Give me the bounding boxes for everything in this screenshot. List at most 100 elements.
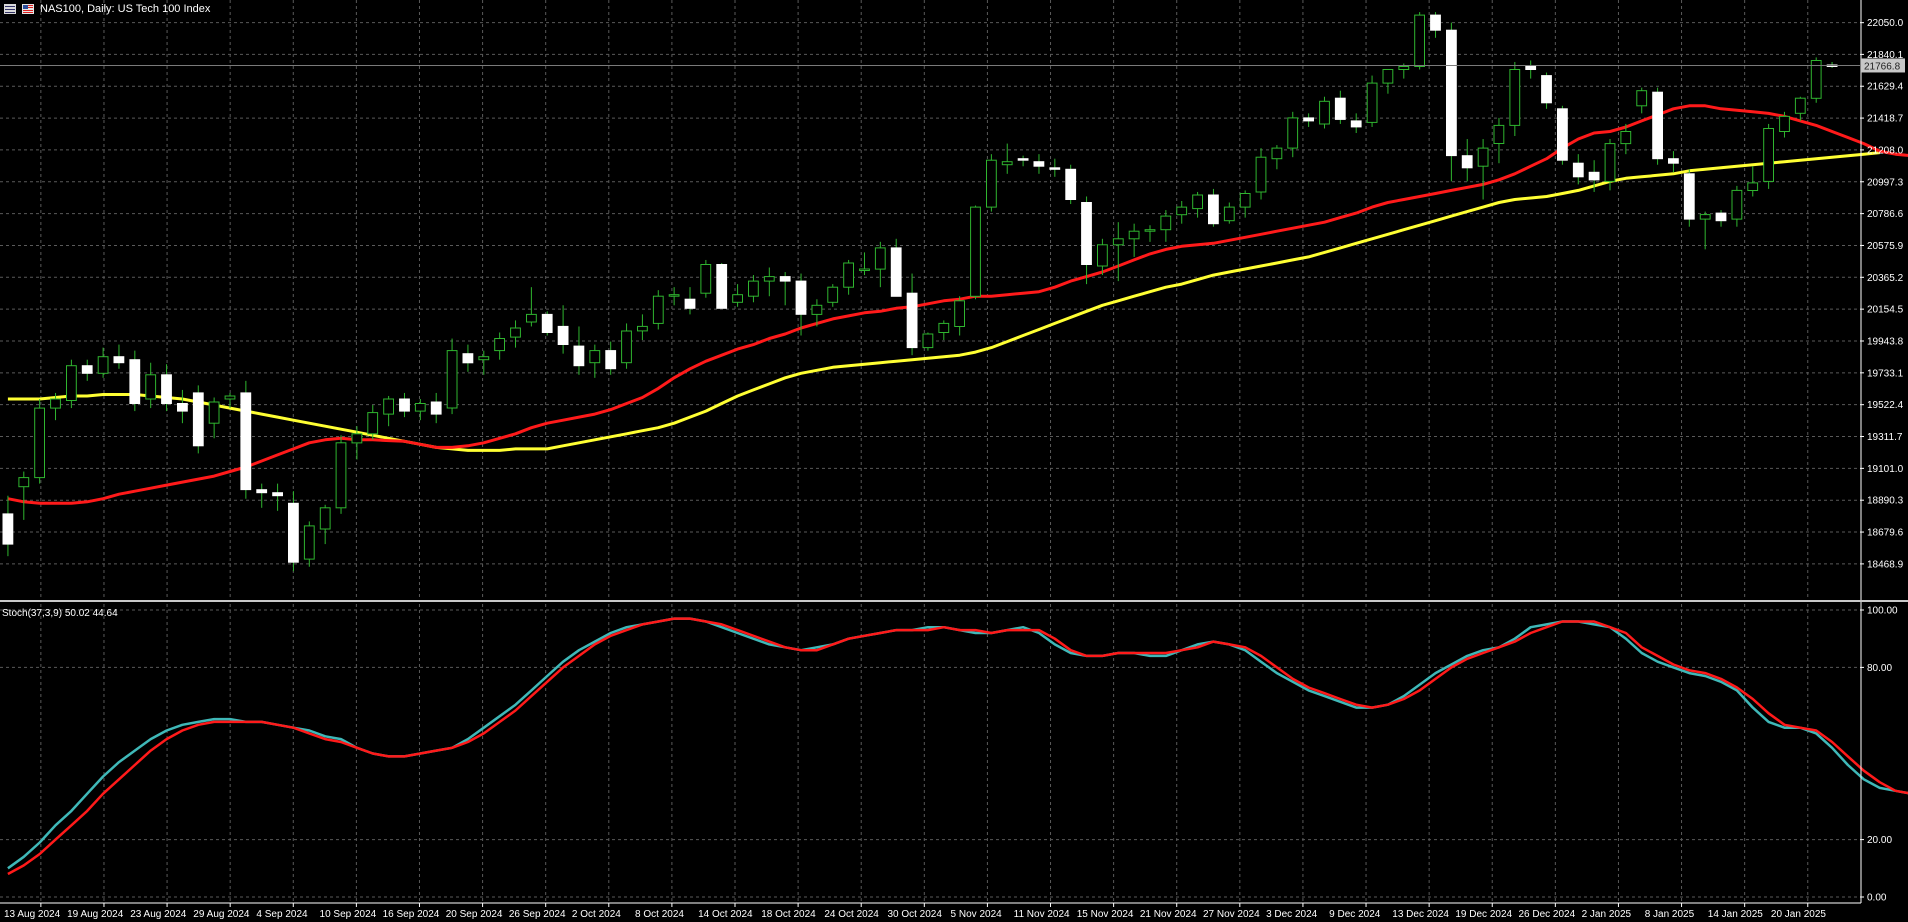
candle-body-bullish xyxy=(669,295,679,297)
candle-body-bearish xyxy=(1304,118,1314,121)
candle-body-bearish xyxy=(1684,174,1694,219)
candle-body-bullish xyxy=(1367,83,1377,122)
candle-body-bearish xyxy=(796,281,806,314)
candle xyxy=(336,435,346,514)
candle-body-bearish xyxy=(1447,30,1457,155)
price-tick-label: 20997.3 xyxy=(1867,177,1904,188)
candle xyxy=(257,484,267,508)
list-icon[interactable] xyxy=(4,4,16,14)
candle-body-bullish xyxy=(1494,125,1504,143)
candle xyxy=(1478,139,1488,199)
candle-body-bearish xyxy=(891,248,901,296)
candle-body-bullish xyxy=(828,287,838,302)
time-tick-label: 30 Oct 2024 xyxy=(887,909,942,920)
candle xyxy=(1177,201,1187,224)
time-tick-label: 26 Sep 2024 xyxy=(509,909,566,920)
candle xyxy=(35,399,45,484)
candle-body-bullish xyxy=(1145,230,1155,232)
candle xyxy=(1018,156,1028,167)
candle-body-bullish xyxy=(1510,70,1520,126)
candle-body-bullish xyxy=(19,478,29,487)
candle-body-bearish xyxy=(1034,162,1044,167)
candle xyxy=(1320,97,1330,129)
candle xyxy=(3,496,13,556)
candle xyxy=(146,363,156,408)
candle xyxy=(1209,189,1219,227)
candle xyxy=(178,390,188,423)
stoch-tick-label: 0.00 xyxy=(1867,893,1887,904)
candle xyxy=(447,339,457,415)
stoch-tick-label: 20.00 xyxy=(1867,835,1892,846)
candle-body-bearish xyxy=(558,326,568,344)
candle xyxy=(590,345,600,378)
candle xyxy=(1002,144,1012,174)
price-tick-label: 20365.2 xyxy=(1867,273,1904,284)
candle-body-bullish xyxy=(67,366,77,401)
candle-body-bearish xyxy=(114,357,124,363)
candle xyxy=(130,351,140,411)
candle xyxy=(717,263,727,308)
candle-body-bullish xyxy=(1700,215,1710,220)
chart-title: NAS100, Daily: US Tech 100 Index xyxy=(40,3,210,15)
candle xyxy=(1145,225,1155,242)
candle xyxy=(527,287,537,326)
stoch-indicator-label: Stoch(37,3,9) 50.02 44.64 xyxy=(2,608,118,619)
candle-body-bearish xyxy=(289,503,299,562)
candle-body-bearish xyxy=(1209,195,1219,224)
candle xyxy=(1304,113,1314,127)
candle xyxy=(987,154,997,211)
time-tick-label: 15 Nov 2024 xyxy=(1077,909,1134,920)
candle-body-bearish xyxy=(193,393,203,446)
candle xyxy=(304,521,314,566)
candle xyxy=(225,393,235,408)
candle-body-bullish xyxy=(51,399,61,408)
candle xyxy=(574,326,584,374)
candle xyxy=(923,332,933,350)
chart-flag-icon[interactable] xyxy=(22,4,34,14)
candle xyxy=(1653,88,1663,165)
candle-body-bullish xyxy=(1113,239,1123,245)
time-tick-label: 19 Dec 2024 xyxy=(1455,909,1512,920)
chart-title-bar: NAS100, Daily: US Tech 100 Index xyxy=(4,3,210,15)
candle-body-bearish xyxy=(273,493,283,496)
time-tick-label: 14 Oct 2024 xyxy=(698,909,753,920)
time-tick-label: 9 Dec 2024 xyxy=(1329,909,1381,920)
time-tick-label: 5 Nov 2024 xyxy=(951,909,1003,920)
time-tick-label: 23 Aug 2024 xyxy=(130,909,187,920)
candle-body-bullish xyxy=(320,508,330,529)
candle-body-bullish xyxy=(415,404,425,412)
candle xyxy=(971,206,981,300)
candle-body-bullish xyxy=(1256,157,1266,192)
candle xyxy=(1494,118,1504,163)
candle-body-bullish xyxy=(225,396,235,399)
candle-body-bullish xyxy=(1240,194,1250,208)
candle-body-bullish xyxy=(1161,216,1171,230)
candle xyxy=(875,242,885,287)
candle-body-bullish xyxy=(812,305,822,314)
candle-body-bearish xyxy=(241,393,251,490)
candle-body-bullish xyxy=(1002,162,1012,165)
candle xyxy=(780,272,790,305)
candle xyxy=(1795,97,1805,121)
price-tick-label: 18468.9 xyxy=(1867,559,1904,570)
candle-body-bullish xyxy=(1811,61,1821,99)
candle-body-bearish xyxy=(1653,92,1663,159)
candle xyxy=(67,360,77,408)
candle xyxy=(622,323,632,368)
price-tick-label: 21208.0 xyxy=(1867,145,1904,156)
candle-body-bullish xyxy=(875,248,885,269)
time-tick-label: 3 Dec 2024 xyxy=(1266,909,1318,920)
candle xyxy=(479,351,489,375)
price-tick-label: 19311.7 xyxy=(1867,432,1903,443)
candle xyxy=(19,472,29,520)
price-tick-label: 19101.0 xyxy=(1867,464,1904,475)
time-tick-label: 13 Aug 2024 xyxy=(4,909,61,920)
candle-body-bullish xyxy=(1780,116,1790,131)
candle xyxy=(1431,12,1441,38)
candle xyxy=(82,360,92,381)
candle-body-bearish xyxy=(1082,203,1092,265)
candle xyxy=(1066,165,1076,204)
candle-body-bearish xyxy=(3,514,13,544)
time-tick-label: 26 Dec 2024 xyxy=(1518,909,1575,920)
